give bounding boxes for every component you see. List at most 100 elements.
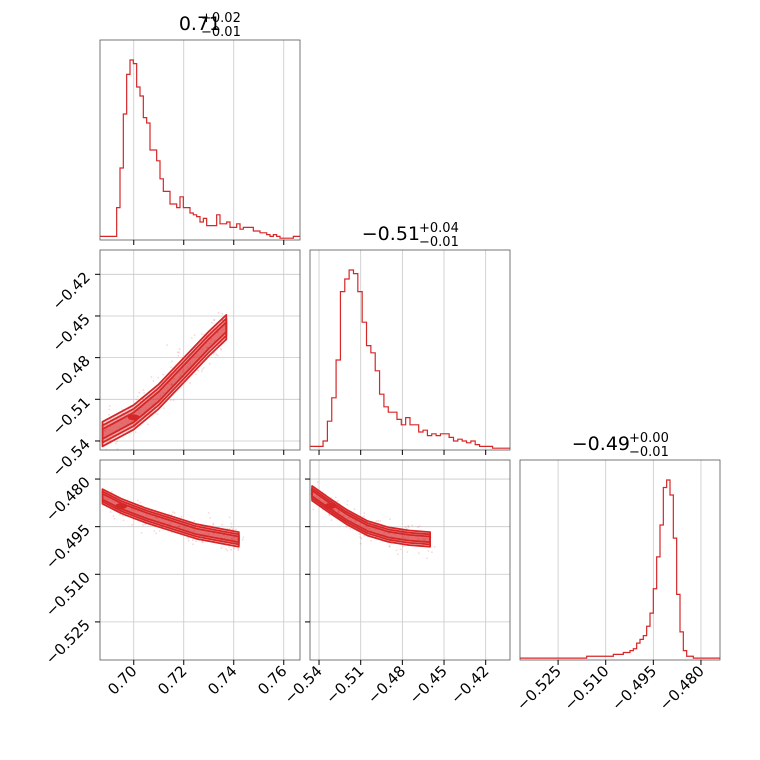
scatter-point (170, 380, 173, 383)
scatter-point (172, 399, 175, 402)
scatter-point (399, 548, 402, 551)
scatter-point (143, 392, 146, 394)
scatter-point (144, 523, 147, 526)
x-tick-label: 0.74 (204, 662, 240, 698)
scatter-point (178, 524, 181, 527)
x-tick-label: −0.54 (281, 662, 326, 707)
scatter-point (407, 525, 410, 527)
scatter-point (162, 373, 165, 376)
scatter-point (395, 549, 398, 552)
scatter-point (178, 376, 181, 378)
x-tick-label: 0.70 (104, 662, 140, 698)
scatter-point (217, 311, 220, 314)
scatter-point (212, 522, 215, 525)
title-param-2: −0.49 +0.00 −0.01 (572, 431, 669, 460)
scatter-point (149, 515, 152, 517)
y-tick-label: −0.510 (42, 568, 94, 620)
scatter-point (169, 399, 172, 402)
scatter-point (382, 532, 385, 535)
scatter-point (225, 548, 227, 550)
scatter-point (366, 527, 369, 529)
scatter-point (135, 398, 138, 401)
scatter-point (230, 537, 233, 539)
scatter-point (404, 526, 407, 529)
scatter-point (312, 508, 315, 511)
scatter-point (359, 542, 362, 545)
scatter-point (173, 377, 176, 380)
scatter-point (124, 420, 127, 423)
scatter-point (328, 514, 331, 517)
scatter-point (159, 395, 162, 398)
scatter-point (156, 413, 159, 415)
scatter-point (230, 526, 233, 528)
scatter-point (337, 510, 340, 513)
scatter-point (208, 362, 211, 365)
scatter-point (342, 514, 344, 517)
x-tick-label: −0.510 (561, 662, 613, 714)
scatter-point (208, 533, 210, 536)
scatter-point (208, 342, 211, 344)
scatter-point (363, 512, 366, 514)
title-minus: −0.01 (629, 445, 669, 460)
panel-frame (99, 39, 301, 241)
scatter-point (147, 423, 149, 426)
scatter-point (162, 392, 165, 394)
scatter-point (431, 551, 433, 554)
scatter-point (377, 519, 379, 522)
scatter-point (142, 524, 144, 526)
scatter-point (363, 515, 365, 518)
scatter-point (201, 368, 204, 371)
scatter-point (138, 409, 141, 412)
scatter-point (315, 495, 318, 498)
scatter-point (118, 426, 121, 429)
scatter-point (178, 525, 180, 528)
scatter-point (333, 509, 336, 511)
scatter-point (105, 498, 108, 501)
scatter-point (416, 537, 419, 540)
scatter-point (424, 537, 427, 540)
y-tick-label: −0.495 (42, 521, 94, 573)
scatter-point (242, 536, 245, 539)
scatter-point (178, 351, 180, 354)
scatter-point (368, 527, 371, 530)
scatter-point (189, 382, 192, 384)
scatter-point (217, 331, 219, 334)
scatter-point (365, 527, 367, 530)
scatter-point (423, 538, 426, 541)
scatter-point (397, 553, 399, 556)
scatter-point (403, 537, 406, 539)
scatter-point (189, 364, 192, 366)
panel-frame (309, 249, 511, 451)
scatter-point (172, 511, 174, 513)
title-param-0: 0.71 +0.02 −0.01 (179, 11, 241, 40)
scatter-point (237, 549, 240, 551)
scatter-point (222, 328, 224, 331)
scatter-point (358, 523, 361, 526)
contour-level-2 (101, 492, 240, 544)
panel-frame (519, 459, 721, 661)
scatter-point (170, 383, 173, 385)
scatter-point (136, 499, 139, 502)
scatter-point (379, 520, 382, 522)
scatter-point (106, 497, 109, 500)
scatter-point (360, 537, 363, 540)
scatter-point (139, 501, 142, 504)
scatter-point (156, 397, 159, 400)
scatter-point (233, 547, 236, 549)
scatter-point (212, 524, 214, 526)
scatter-point (427, 550, 430, 552)
scatter-point (127, 419, 130, 422)
scatter-point (316, 481, 319, 484)
scatter-point (349, 527, 352, 530)
scatter-point (189, 362, 192, 365)
scatter-point (171, 383, 174, 386)
title-value: −0.49 (572, 433, 630, 455)
scatter-point (104, 429, 106, 432)
scatter-point (190, 337, 193, 339)
scatter-point (330, 519, 333, 522)
scatter-point (209, 517, 212, 519)
scatter-point (406, 551, 409, 553)
scatter-point (388, 545, 391, 548)
scatter-point (220, 349, 223, 351)
y-tick-label: −0.45 (49, 310, 94, 355)
